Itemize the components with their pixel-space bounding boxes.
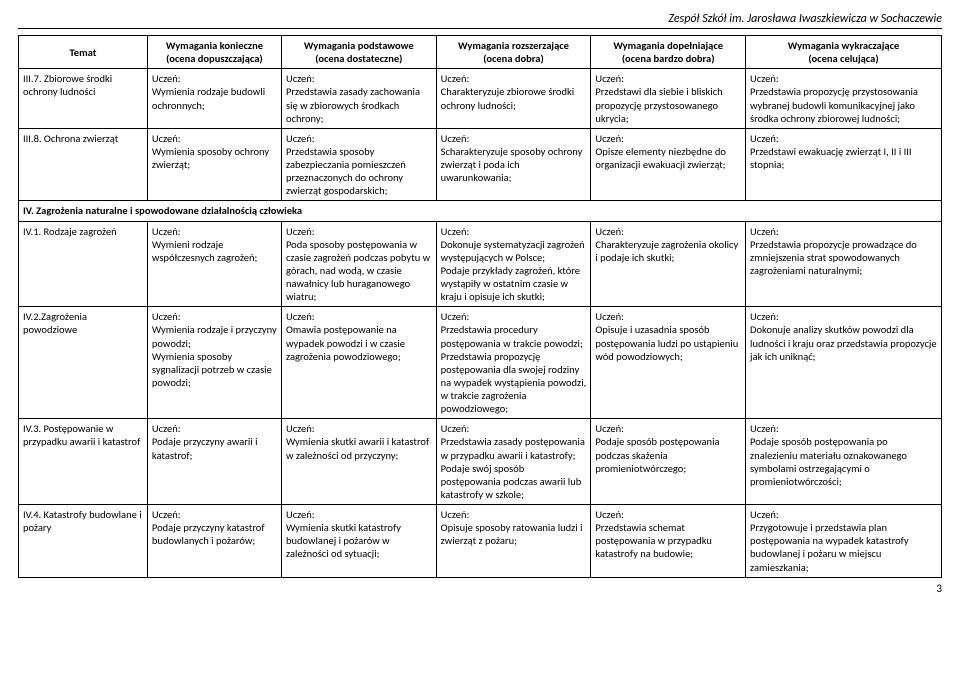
col-header-dopelniajace: Wymagania dopełniające (ocena bardzo dob… <box>591 36 746 69</box>
table-cell: Uczeń: Wymienia skutki awarii i katastro… <box>281 419 436 505</box>
col-header-podstawowe: Wymagania podstawowe (ocena dostateczne) <box>281 36 436 69</box>
table-cell: Uczeń: Podaje sposób postępowania podcza… <box>591 419 746 505</box>
table-cell: Uczeń: Wymienia sposoby ochrony zwierząt… <box>147 128 281 201</box>
table-cell: Uczeń: Przedstawi dla siebie i bliskich … <box>591 69 746 129</box>
table-row: IV.2.Zagrożenia powodzioweUczeń: Wymieni… <box>19 307 942 419</box>
col-header-sub: (ocena dobra) <box>441 52 587 65</box>
table-cell: Uczeń: Opisze elementy niezbędne do orga… <box>591 128 746 201</box>
table-cell: IV.2.Zagrożenia powodziowe <box>19 307 148 419</box>
table-cell: III.8. Ochrona zwierząt <box>19 128 148 201</box>
table-cell: Uczeń: Przedstawia zasady postępowania w… <box>436 419 591 505</box>
page-number: 3 <box>18 582 942 595</box>
table-cell: Uczeń: Wymienia rodzaje budowli ochronny… <box>147 69 281 129</box>
col-header-sub: (ocena dopuszczająca) <box>152 52 277 65</box>
table-cell: Uczeń: Podaje przyczyny awarii i katastr… <box>147 419 281 505</box>
col-header-sub: (ocena celująca) <box>750 52 937 65</box>
table-cell: Uczeń: Charakteryzuje zagrożenia okolicy… <box>591 221 746 307</box>
table-cell: Uczeń: Podaje przyczyny katastrof budowl… <box>147 505 281 578</box>
table-cell: Uczeń: Dokonuje analizy skutków powodzi … <box>746 307 942 419</box>
page-header: Zespół Szkół im. Jarosława Iwaszkiewicza… <box>18 12 942 29</box>
table-header-row: Temat Wymagania konieczne (ocena dopuszc… <box>19 36 942 69</box>
table-row: IV.4. Katastrofy budowlane i pożaryUczeń… <box>19 505 942 578</box>
col-header-main: Wymagania podstawowe <box>286 39 432 52</box>
table-cell: Uczeń: Wymieni rodzaje współczesnych zag… <box>147 221 281 307</box>
table-cell: Uczeń: Przedstawi ewakuację zwierząt I, … <box>746 128 942 201</box>
col-header-main: Wymagania wykraczające <box>750 39 937 52</box>
table-cell: IV.1. Rodzaje zagrożeń <box>19 221 148 307</box>
table-cell: IV.4. Katastrofy budowlane i pożary <box>19 505 148 578</box>
table-row: IV.3. Postępowanie w przypadku awarii i … <box>19 419 942 505</box>
section-row: IV. Zagrożenia naturalne i spowodowane d… <box>19 201 942 221</box>
table-cell: Uczeń: Przedstawia propozycję przystosow… <box>746 69 942 129</box>
col-header-temat: Temat <box>19 36 148 69</box>
col-header-konieczne: Wymagania konieczne (ocena dopuszczająca… <box>147 36 281 69</box>
table-cell: III.7. Zbiorowe środki ochrony ludności <box>19 69 148 129</box>
col-header-main: Wymagania konieczne <box>152 39 277 52</box>
table-cell: Uczeń: Przedstawia sposoby zabezpieczani… <box>281 128 436 201</box>
table-row: III.7. Zbiorowe środki ochrony ludnościU… <box>19 69 942 129</box>
table-row: III.8. Ochrona zwierzątUczeń: Wymienia s… <box>19 128 942 201</box>
table-cell: Uczeń: Przedstawia schemat postępowania … <box>591 505 746 578</box>
requirements-table: Temat Wymagania konieczne (ocena dopuszc… <box>18 35 942 578</box>
table-cell: Uczeń: Poda sposoby postępowania w czasi… <box>281 221 436 307</box>
table-cell: Uczeń: Wymienia skutki katastrofy budowl… <box>281 505 436 578</box>
col-header-rozszerzajace: Wymagania rozszerzające (ocena dobra) <box>436 36 591 69</box>
table-cell: Uczeń: Przygotowuje i przedstawia plan p… <box>746 505 942 578</box>
table-cell: IV.3. Postępowanie w przypadku awarii i … <box>19 419 148 505</box>
col-header-sub: (ocena bardzo dobra) <box>595 52 741 65</box>
table-row: IV.1. Rodzaje zagrożeńUczeń: Wymieni rod… <box>19 221 942 307</box>
table-cell: Uczeń: Opisuje sposoby ratowania ludzi i… <box>436 505 591 578</box>
col-header-main: Wymagania rozszerzające <box>441 39 587 52</box>
table-cell: Uczeń: Charakteryzuje zbiorowe środki oc… <box>436 69 591 129</box>
table-cell: Uczeń: Scharakteryzuje sposoby ochrony z… <box>436 128 591 201</box>
table-cell: Uczeń: Przedstawia zasady zachowania się… <box>281 69 436 129</box>
table-cell: Uczeń: Przedstawia propozycje prowadzące… <box>746 221 942 307</box>
table-cell: Uczeń: Dokonuje systematyzacji zagrożeń … <box>436 221 591 307</box>
table-cell: Uczeń: Podaje sposób postępowania po zna… <box>746 419 942 505</box>
col-header-main: Wymagania dopełniające <box>595 39 741 52</box>
table-cell: Uczeń: Wymienia rodzaje i przyczyny powo… <box>147 307 281 419</box>
col-header-main: Temat <box>23 46 143 59</box>
section-title-cell: IV. Zagrożenia naturalne i spowodowane d… <box>19 201 942 221</box>
col-header-wykraczajace: Wymagania wykraczające (ocena celująca) <box>746 36 942 69</box>
table-cell: Uczeń: Omawia postępowanie na wypadek po… <box>281 307 436 419</box>
table-cell: Uczeń: Przedstawia procedury postępowani… <box>436 307 591 419</box>
table-cell: Uczeń: Opisuje i uzasadnia sposób postęp… <box>591 307 746 419</box>
col-header-sub: (ocena dostateczne) <box>286 52 432 65</box>
